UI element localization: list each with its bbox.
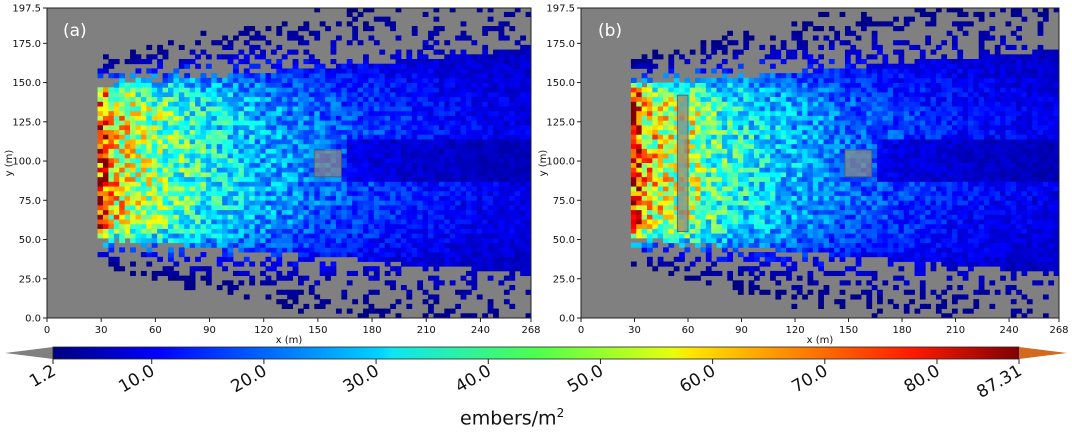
y-tick-label: 125.0 bbox=[12, 117, 41, 128]
panel-b-ember-density bbox=[630, 8, 1059, 318]
colorbar-ticks: 1.2 10.0 20.0 30.0 40.0 50.0 60.0 70.0 80.0 87.31 bbox=[26, 359, 1026, 403]
colorbar-gradient bbox=[52, 346, 1020, 360]
colorbar-tick-label: 60.0 bbox=[676, 361, 719, 397]
x-tick-label: 120 bbox=[785, 325, 804, 336]
x-tick-label: 90 bbox=[203, 325, 216, 336]
y-tick-label: 100.0 bbox=[546, 157, 575, 168]
panel-a-x-axis-label: x (m) bbox=[276, 335, 303, 346]
colorbar-tick-label: 10.0 bbox=[115, 361, 158, 397]
colorbar-tick-label: 1.2 bbox=[26, 361, 59, 392]
panel-a-label: (a) bbox=[63, 21, 87, 41]
y-tick-label: 25.0 bbox=[19, 274, 41, 285]
colorbar-tick-label: 30.0 bbox=[340, 361, 383, 397]
x-tick-label: 30 bbox=[628, 325, 641, 336]
x-tick-label: 60 bbox=[149, 325, 162, 336]
colorbar-tick-label: 87.31 bbox=[973, 361, 1025, 403]
x-tick-label: 240 bbox=[1000, 325, 1019, 336]
x-tick-label: 150 bbox=[839, 325, 858, 336]
panel-a-y-ticks: 0.0 25.0 50.0 75.0 100.0 125.0 150.0 175.0 197.5 bbox=[12, 4, 47, 325]
heatmap-panel-b: 0 30 60 90 120 150 180 210 240 268 0.0 25.0 50.0 75.… bbox=[538, 4, 1069, 347]
colorbar-over-extension bbox=[1019, 347, 1067, 359]
y-tick-label: 197.5 bbox=[546, 4, 575, 15]
y-tick-label: 75.0 bbox=[19, 196, 41, 207]
y-tick-label: 175.0 bbox=[546, 39, 575, 50]
y-tick-label: 75.0 bbox=[553, 196, 575, 207]
y-tick-label: 0.0 bbox=[559, 314, 575, 325]
x-tick-label: 60 bbox=[682, 325, 695, 336]
y-tick-label: 150.0 bbox=[12, 78, 41, 89]
heatmap-panel-a: 0 30 60 90 120 150 180 210 240 268 0.0 25.0 50.0 75.… bbox=[4, 4, 541, 347]
panel-b-frame bbox=[580, 7, 1060, 319]
colorbar-label-base: embers/m bbox=[460, 407, 557, 430]
x-tick-label: 0 bbox=[578, 325, 584, 336]
x-tick-label: 120 bbox=[254, 325, 273, 336]
barrier-obstacle bbox=[676, 94, 689, 233]
panel-b-y-axis-label: y (m) bbox=[538, 150, 549, 177]
panel-b-y-ticks: 0.0 25.0 50.0 75.0 100.0 125.0 150.0 175.0 197.5 bbox=[546, 4, 581, 325]
building-obstacle bbox=[844, 149, 873, 178]
x-tick-label: 210 bbox=[417, 325, 436, 336]
x-tick-label: 30 bbox=[95, 325, 108, 336]
x-tick-label: 210 bbox=[946, 325, 965, 336]
x-tick-label: 268 bbox=[1049, 325, 1068, 336]
colorbar-label-exponent: 2 bbox=[556, 406, 565, 420]
x-tick-label: 180 bbox=[892, 325, 911, 336]
y-tick-label: 50.0 bbox=[553, 235, 575, 246]
y-tick-label: 0.0 bbox=[25, 314, 41, 325]
y-tick-label: 150.0 bbox=[546, 78, 575, 89]
x-tick-label: 90 bbox=[735, 325, 748, 336]
colorbar-under-extension bbox=[5, 347, 53, 359]
x-tick-label: 150 bbox=[308, 325, 327, 336]
panel-a-frame bbox=[46, 7, 532, 319]
x-tick-label: 240 bbox=[471, 325, 490, 336]
x-tick-label: 180 bbox=[363, 325, 382, 336]
y-tick-label: 175.0 bbox=[12, 39, 41, 50]
y-tick-label: 25.0 bbox=[553, 274, 575, 285]
panel-b-x-ticks: 0 30 60 90 120 150 180 210 240 268 bbox=[578, 318, 1069, 336]
panel-a-x-ticks: 0 30 60 90 120 150 180 210 240 268 bbox=[44, 318, 541, 336]
y-tick-label: 197.5 bbox=[12, 4, 41, 15]
colorbar-tick-label: 40.0 bbox=[452, 361, 495, 397]
panel-b-label: (b) bbox=[598, 21, 622, 41]
y-tick-label: 50.0 bbox=[19, 235, 41, 246]
panel-a-ember-density bbox=[97, 8, 531, 318]
y-tick-label: 100.0 bbox=[12, 157, 41, 168]
colorbar-tick-label: 80.0 bbox=[901, 361, 944, 397]
panel-a-y-axis-label: y (m) bbox=[4, 150, 15, 177]
colorbar-tick-label: 70.0 bbox=[789, 361, 832, 397]
colorbar: 1.2 10.0 20.0 30.0 40.0 50.0 60.0 70.0 80.0 87.31 bbox=[5, 346, 1067, 403]
building-obstacle bbox=[313, 149, 342, 178]
colorbar-label: embers/m2 bbox=[460, 406, 564, 429]
y-tick-label: 125.0 bbox=[546, 117, 575, 128]
panel-b-x-axis-label: x (m) bbox=[807, 335, 834, 346]
x-tick-label: 0 bbox=[44, 325, 50, 336]
colorbar-tick-label: 20.0 bbox=[228, 361, 271, 397]
x-tick-label: 268 bbox=[521, 325, 540, 336]
colorbar-tick-label: 50.0 bbox=[564, 361, 607, 397]
